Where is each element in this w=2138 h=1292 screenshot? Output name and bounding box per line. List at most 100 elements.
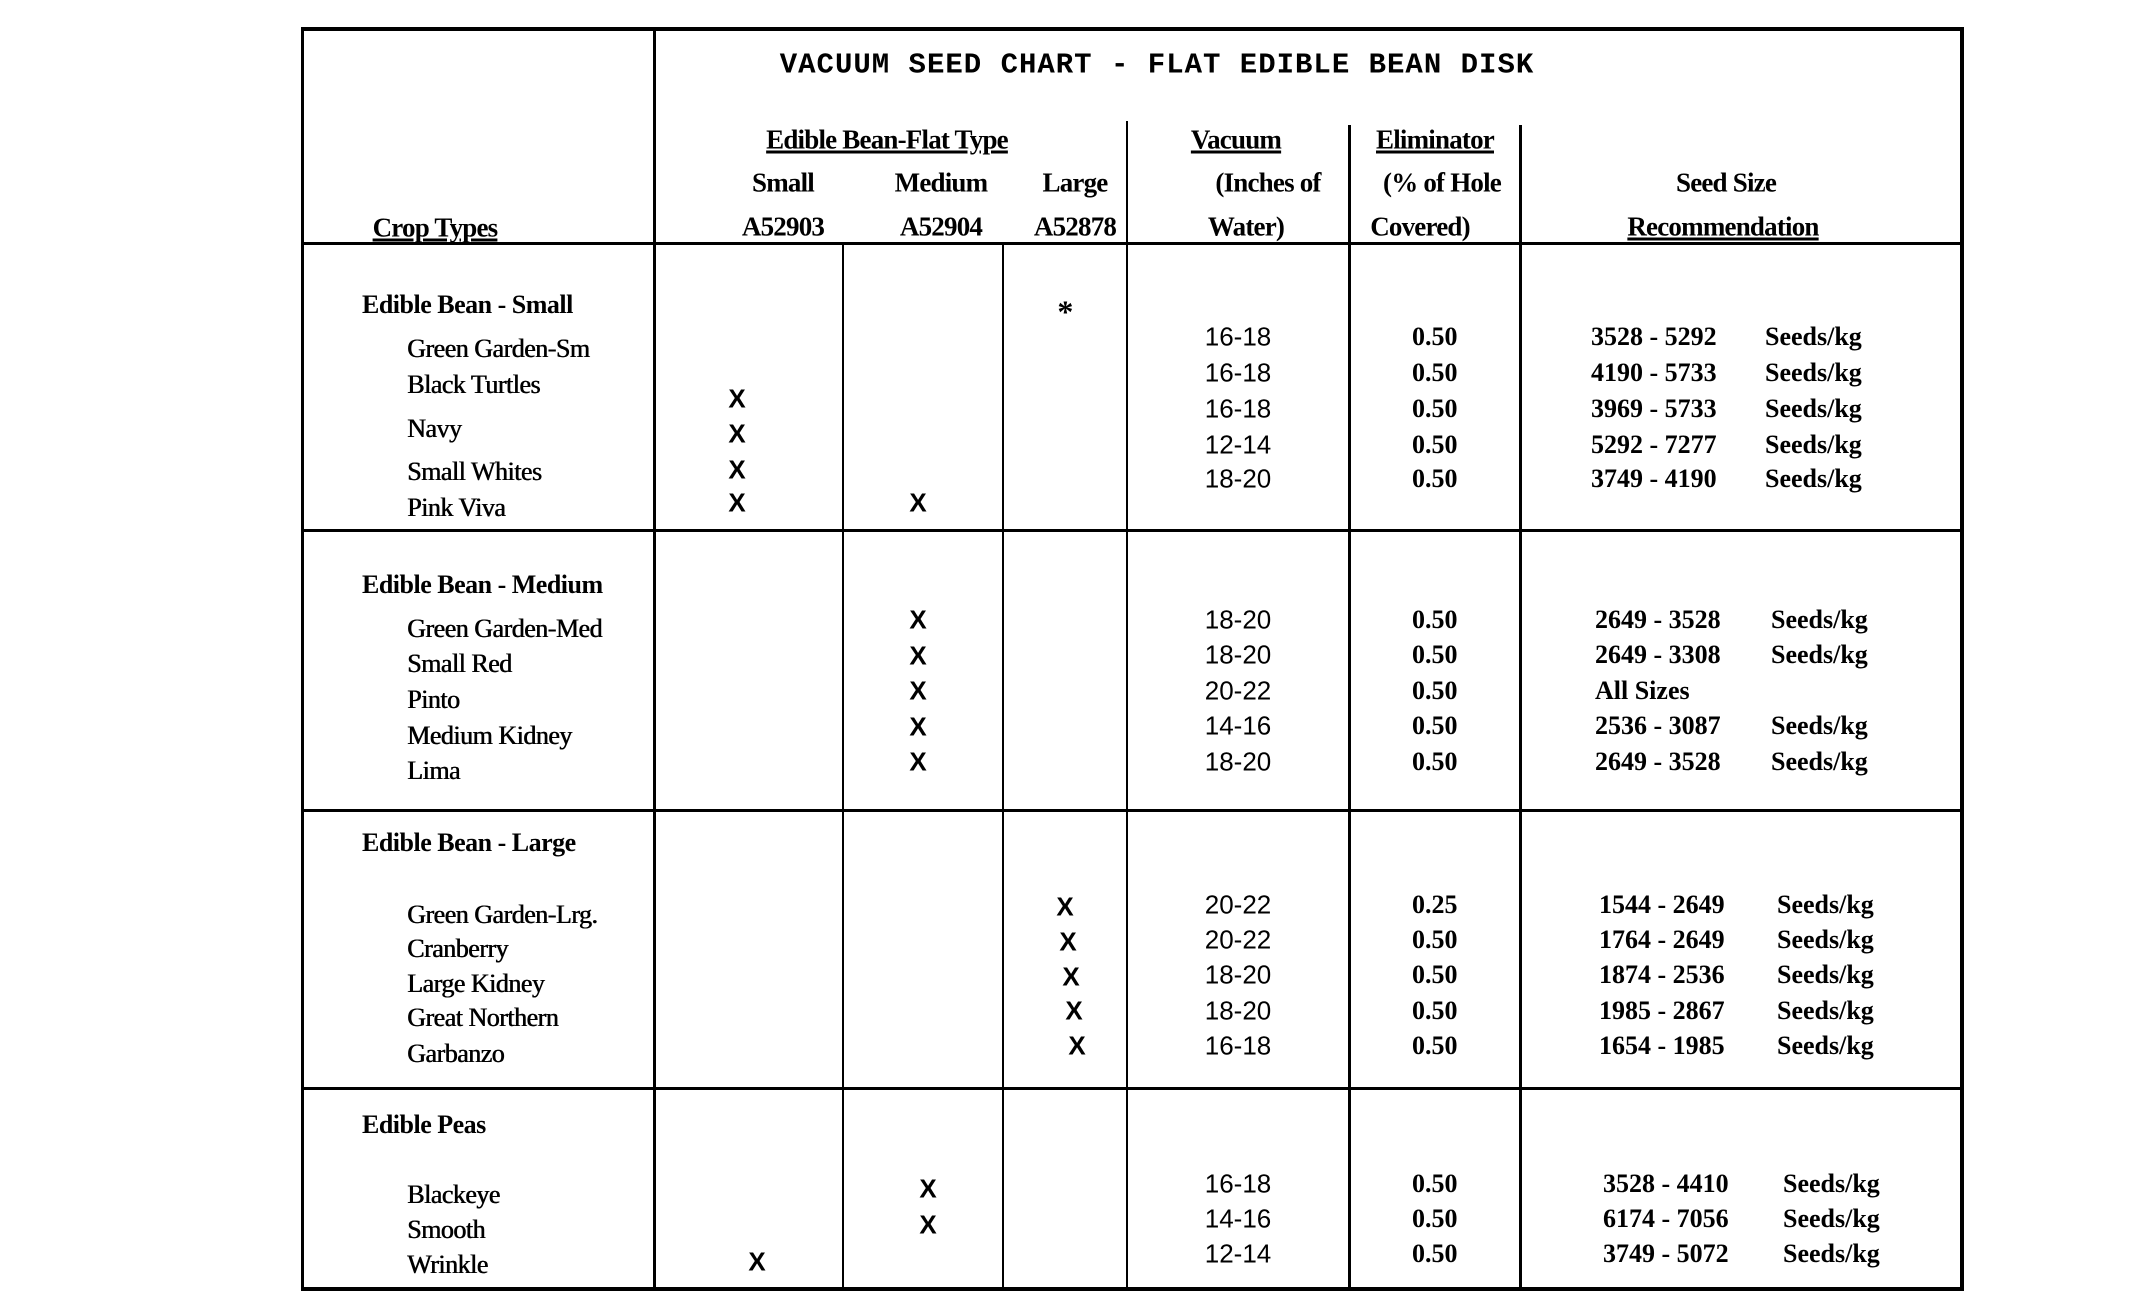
medium-disk-mark: X: [909, 711, 927, 742]
chart-title: VACUUM SEED CHART - FLAT EDIBLE BEAN DIS…: [779, 48, 1535, 82]
seed-unit: Seeds/kg: [1771, 747, 1868, 776]
eliminator-value: 0.50: [1412, 996, 1458, 1025]
seed-range: 4190 - 5733: [1591, 358, 1717, 387]
crop-name: Green Garden-Lrg.: [407, 900, 598, 929]
section-divider: [301, 1087, 1963, 1090]
crop-name: Pink Viva: [407, 493, 506, 522]
large-disk-mark: X: [1065, 995, 1083, 1026]
seed-unit: Seeds/kg: [1777, 1031, 1874, 1060]
crop-name: Large Kidney: [407, 969, 545, 998]
small-header: Small: [751, 167, 815, 198]
crop-name: Wrinkle: [407, 1250, 488, 1279]
eliminator-value: 0.50: [1412, 640, 1458, 669]
eliminator-value: 0.50: [1412, 358, 1458, 387]
crop-name: Cranberry: [407, 934, 508, 963]
small-disk-mark: X: [728, 418, 746, 449]
crop-name: Small Red: [407, 649, 512, 678]
crop-name: Blackeye: [407, 1180, 500, 1209]
crop-name: Green Garden-Med: [407, 614, 602, 643]
section-divider: [301, 809, 1963, 812]
vacuum-value: 18-20: [1204, 463, 1272, 494]
small-part-number: A52903: [741, 211, 825, 242]
section-header: Edible Bean - Medium: [362, 570, 603, 599]
crop-name: Medium Kidney: [407, 721, 572, 750]
eliminator-value: 0.50: [1412, 925, 1458, 954]
medium-header: Medium: [894, 167, 989, 198]
vacuum-value: 20-22: [1204, 675, 1272, 706]
eliminator-value: 0.50: [1412, 322, 1458, 351]
crop-types-header: Crop Types: [372, 212, 499, 243]
large-disk-mark: X: [1059, 926, 1077, 957]
seed-range: 2649 - 3308: [1595, 640, 1721, 669]
seed-unit: Seeds/kg: [1777, 960, 1874, 989]
medium-disk-mark: X: [909, 487, 927, 518]
large-part-number: A52878: [1033, 211, 1117, 242]
eliminator-header-line2: (% of Hole: [1383, 167, 1502, 198]
vacuum-value: 18-20: [1204, 746, 1272, 777]
vacuum-value: 16-18: [1204, 357, 1272, 388]
seed-unit: Seeds/kg: [1783, 1169, 1880, 1198]
crop-name: Navy: [407, 414, 462, 443]
large-disk-mark: X: [1056, 891, 1074, 922]
medium-disk-mark: X: [909, 675, 927, 706]
medium-disk-mark: X: [909, 604, 927, 635]
vacuum-value: 16-18: [1204, 393, 1272, 424]
vacuum-value: 12-14: [1204, 429, 1272, 460]
seed-range: 1764 - 2649: [1599, 925, 1725, 954]
seed-unit: Seeds/kg: [1777, 925, 1874, 954]
eliminator-value: 0.50: [1412, 676, 1458, 705]
crop-name: Smooth: [407, 1215, 485, 1244]
vacuum-value: 20-22: [1204, 924, 1272, 955]
vacuum-value: 18-20: [1204, 995, 1272, 1026]
table-border-left: [301, 27, 304, 1291]
seed-unit: Seeds/kg: [1765, 394, 1862, 423]
seed-range: 3528 - 4410: [1603, 1169, 1729, 1198]
medium-disk-mark: X: [909, 746, 927, 777]
seed-range: All Sizes: [1595, 676, 1690, 705]
seed-unit: Seeds/kg: [1777, 996, 1874, 1025]
section-header: Edible Peas: [362, 1110, 486, 1139]
vacuum-value: 20-22: [1204, 889, 1272, 920]
large-header: Large: [1042, 167, 1109, 198]
seed-range: 2649 - 3528: [1595, 747, 1721, 776]
vacuum-header-line3: Water): [1207, 211, 1285, 242]
large-disk-mark: X: [1068, 1030, 1086, 1061]
eliminator-value: 0.25: [1412, 890, 1458, 919]
seed-range: 6174 - 7056: [1603, 1204, 1729, 1233]
seed-range: 3969 - 5733: [1591, 394, 1717, 423]
eliminator-value: 0.50: [1412, 1169, 1458, 1198]
seed-unit: Seeds/kg: [1777, 890, 1874, 919]
crop-name: Black Turtles: [407, 370, 540, 399]
vacuum-value: 16-18: [1204, 1030, 1272, 1061]
seed-unit: Seeds/kg: [1771, 640, 1868, 669]
crop-name: Garbanzo: [407, 1039, 505, 1068]
small-medium-divider: [842, 243, 844, 1289]
eliminator-value: 0.50: [1412, 605, 1458, 634]
seed-unit: Seeds/kg: [1765, 430, 1862, 459]
medium-disk-mark: X: [919, 1209, 937, 1240]
seed-range: 3749 - 4190: [1591, 464, 1717, 493]
small-disk-mark: X: [748, 1246, 766, 1277]
eliminator-value: 0.50: [1412, 464, 1458, 493]
vacuum-value: 16-18: [1204, 321, 1272, 352]
section-header: Edible Bean - Large: [362, 828, 576, 857]
vacuum-value: 14-16: [1204, 710, 1272, 741]
seed-unit: Seeds/kg: [1783, 1204, 1880, 1233]
seed-range: 2649 - 3528: [1595, 605, 1721, 634]
eliminator-value: 0.50: [1412, 430, 1458, 459]
seed-range: 3749 - 5072: [1603, 1239, 1729, 1268]
eliminator-value: 0.50: [1412, 711, 1458, 740]
crop-name: Great Northern: [407, 1003, 559, 1032]
medium-disk-mark: X: [919, 1173, 937, 1204]
table-border-top: [301, 27, 1963, 31]
seed-size-header: Seed Size: [1675, 167, 1777, 198]
small-disk-mark: X: [728, 454, 746, 485]
large-disk-mark: X: [1062, 961, 1080, 992]
vacuum-header-line2: (Inches of: [1215, 167, 1321, 198]
seed-range: 1654 - 1985: [1599, 1031, 1725, 1060]
crop-name: Green Garden-Sm: [407, 334, 590, 363]
vacuum-value: 18-20: [1204, 639, 1272, 670]
seed-range: 2536 - 3087: [1595, 711, 1721, 740]
seed-unit: Seeds/kg: [1765, 358, 1862, 387]
eliminator-value: 0.50: [1412, 747, 1458, 776]
